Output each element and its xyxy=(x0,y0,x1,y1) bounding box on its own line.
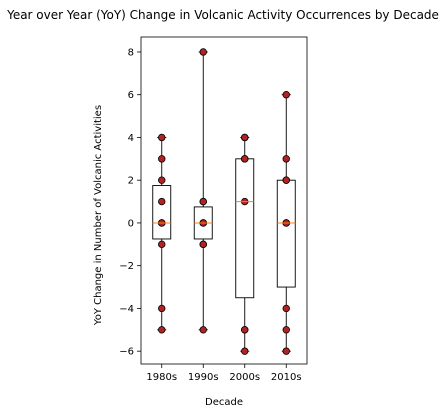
data-point xyxy=(158,155,166,163)
iqr-box xyxy=(152,185,172,240)
y-tick-label: 6 xyxy=(128,90,134,101)
box-2000s xyxy=(235,133,255,355)
y-tick-label: −2 xyxy=(119,261,134,272)
x-tick-label: 2000s xyxy=(229,372,260,383)
data-point xyxy=(158,176,166,184)
data-point xyxy=(282,176,290,184)
box-1990s xyxy=(193,48,213,334)
x-tick-label: 1990s xyxy=(188,372,219,383)
data-point xyxy=(282,304,290,313)
data-point xyxy=(282,155,290,163)
chart-title: Year over Year (YoY) Change in Volcanic … xyxy=(6,8,439,22)
y-axis-label: YoY Change in Number of Volcanic Activit… xyxy=(93,105,104,326)
box-1980s xyxy=(152,133,172,334)
data-point xyxy=(158,326,166,334)
y-tick-label: 4 xyxy=(128,133,134,144)
y-tick-label: −4 xyxy=(119,304,134,315)
data-point xyxy=(241,326,249,334)
data-point xyxy=(241,155,249,163)
data-point xyxy=(158,133,166,142)
data-point xyxy=(158,304,166,313)
data-point xyxy=(199,48,207,56)
data-point xyxy=(158,240,166,249)
x-tick-label: 1980s xyxy=(146,372,177,383)
y-tick-label: 0 xyxy=(128,218,134,229)
iqr-box xyxy=(276,179,296,288)
data-point xyxy=(241,133,249,142)
data-point xyxy=(199,240,207,249)
plot-area: −6 −4 −2 0 2 4 6 8 1980s 1990s 2000s 2010s xyxy=(119,36,308,383)
y-tick-label: 2 xyxy=(128,176,134,187)
data-point xyxy=(199,197,207,206)
data-point xyxy=(282,91,290,99)
x-axis-label: Decade xyxy=(205,397,243,408)
data-point xyxy=(158,197,166,206)
y-tick-label: 8 xyxy=(128,47,134,58)
data-point xyxy=(282,326,290,334)
plot-frame xyxy=(140,36,308,365)
data-point xyxy=(241,347,249,355)
y-tick-label: −6 xyxy=(119,347,134,358)
data-point xyxy=(282,347,290,355)
iqr-box xyxy=(235,158,255,299)
data-point xyxy=(199,326,207,334)
x-tick-label: 2010s xyxy=(271,372,302,383)
box-2010s xyxy=(276,91,296,355)
